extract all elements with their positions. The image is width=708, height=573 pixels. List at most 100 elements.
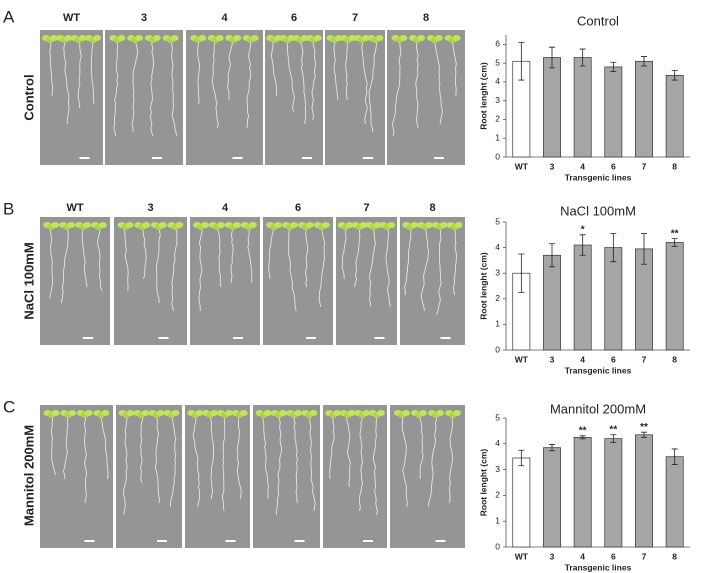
photo-bg [114,217,187,345]
y-tick-label: 1 [495,319,500,329]
photo [105,30,183,165]
line-label: 4 [221,12,228,24]
root [100,414,109,480]
root [209,414,215,500]
leaf [170,35,179,41]
bar [543,57,561,158]
leaf [348,35,357,41]
leaf [347,410,356,416]
photo-shade [263,217,333,345]
photo-shade [40,405,113,548]
significance-label: ** [671,228,679,239]
leaf [263,410,272,416]
bar [512,457,531,548]
photo-shade [116,405,182,548]
leaf [198,35,207,41]
line-label: 7 [352,12,358,24]
y-axis-label: Root lenght (cm) [478,449,488,517]
leaf [152,35,161,41]
root [154,414,160,504]
condition-label: Control [21,74,36,120]
photo [40,217,110,345]
y-tick-label: 3 [495,267,500,277]
leaf [126,410,135,416]
x-axis-label: Transgenic lines [565,172,632,182]
root [401,414,408,508]
error-bar [610,233,617,263]
root [288,226,297,312]
photo [186,30,263,165]
root [123,414,128,516]
condition-label: NaCl 100mM [21,242,36,319]
error-bar [549,243,555,268]
bar [604,66,623,158]
error-bar [641,233,647,265]
root [50,414,56,476]
root [453,226,458,296]
photo [253,405,320,548]
error-bar [610,434,617,443]
bar [635,434,653,548]
root [305,226,309,288]
root [418,414,424,480]
leaf [417,35,426,41]
chart-title: NaCl 100mM [560,203,636,218]
photo [190,217,260,345]
root [90,39,95,105]
x-tick-label: 7 [642,354,647,364]
y-axis-label: Root lenght (cm) [478,252,488,320]
leaf [210,410,219,416]
leaf [98,222,107,228]
leaf [313,35,322,41]
leaf [274,222,283,228]
leaf [373,222,382,228]
leaf [215,35,224,41]
photo [263,217,333,345]
photo-shade [190,217,260,345]
root [170,39,178,137]
error-bar [641,431,647,438]
photo-shade [323,405,387,548]
y-tick-label: 2 [495,114,500,124]
root [222,414,226,512]
photo [114,217,187,345]
photo [390,405,465,548]
root [236,414,242,500]
leaf [454,222,463,228]
error-bar [579,234,586,256]
root [361,39,368,125]
bar [573,437,592,548]
leaf [217,222,226,228]
y-tick-label: 0 [495,541,500,551]
bar [665,75,684,158]
x-tick-label: WT [515,354,529,364]
photo-shade [40,217,110,345]
leaf [436,410,445,416]
leaf [452,35,461,41]
root [448,414,454,504]
x-tick-label: 8 [672,354,677,364]
root [385,226,391,308]
leaf [248,222,257,228]
bar [665,456,684,548]
leaf [376,410,385,416]
leaf [78,35,87,41]
leaf [135,35,144,41]
x-tick-label: WT [515,161,529,171]
photo-bg [40,405,113,548]
bar [573,244,592,351]
leaf [175,222,184,228]
root [346,414,351,488]
error-bar [549,46,555,69]
photo-shade [114,217,187,345]
root [329,414,335,480]
root [404,226,412,296]
significance-label: ** [609,424,617,435]
root [230,226,234,284]
error-bar [610,61,617,72]
root [286,40,295,113]
significance-label: ** [640,422,648,433]
root [368,39,378,133]
root [83,414,87,504]
photo [323,405,387,548]
